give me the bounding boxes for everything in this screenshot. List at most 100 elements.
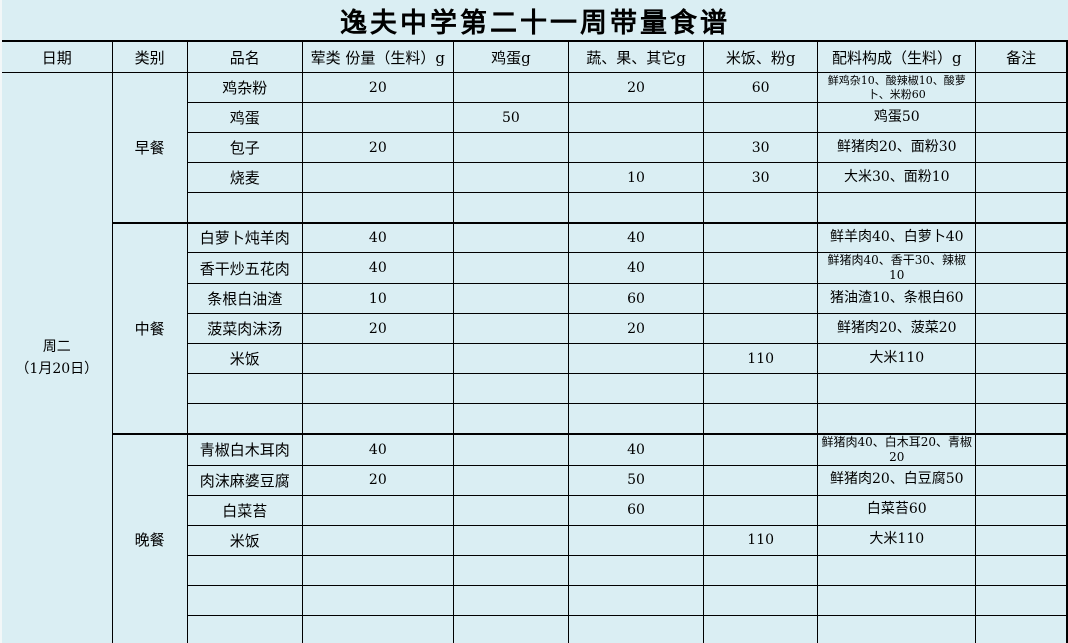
cell-egg[interactable] xyxy=(452,554,569,586)
cell-veg[interactable]: 60 xyxy=(567,494,705,526)
cell-ingredients[interactable]: 鲜猪肉40、香干30、辣椒10 xyxy=(817,252,977,284)
cell-ingredients[interactable]: 大米110 xyxy=(817,343,977,374)
meal-label-dinner[interactable]: 晚餐 xyxy=(111,432,188,643)
cell-veg[interactable]: 10 xyxy=(567,162,705,193)
cell-veg[interactable] xyxy=(567,403,705,434)
cell-name[interactable]: 鸡蛋 xyxy=(186,102,303,133)
cell-rice[interactable] xyxy=(703,464,819,496)
cell-veg[interactable] xyxy=(567,343,705,374)
cell-meat[interactable] xyxy=(301,494,454,526)
cell-name[interactable]: 肉沫麻婆豆腐 xyxy=(186,464,303,496)
cell-meat[interactable]: 40 xyxy=(301,252,454,284)
cell-veg[interactable] xyxy=(567,192,705,223)
cell-egg[interactable] xyxy=(452,584,569,616)
cell-egg[interactable] xyxy=(452,614,569,643)
cell-ingredients[interactable]: 大米30、面粉10 xyxy=(817,162,977,193)
cell-name[interactable]: 青椒白木耳肉 xyxy=(186,432,303,466)
cell-rice[interactable] xyxy=(703,221,819,253)
cell-rice[interactable] xyxy=(703,313,819,344)
col-header-date[interactable]: 日期 xyxy=(2,40,113,73)
cell-veg[interactable]: 20 xyxy=(567,72,705,103)
col-header-rice[interactable]: 米饭、粉g xyxy=(703,40,819,73)
cell-name[interactable]: 烧麦 xyxy=(186,162,303,193)
cell-note[interactable] xyxy=(975,102,1068,133)
cell-meat[interactable] xyxy=(301,343,454,374)
cell-note[interactable] xyxy=(975,132,1068,163)
cell-name[interactable]: 白萝卜炖羊肉 xyxy=(186,221,303,253)
cell-rice[interactable] xyxy=(703,102,819,133)
cell-meat[interactable] xyxy=(301,403,454,434)
cell-meat[interactable] xyxy=(301,373,454,404)
cell-ingredients[interactable]: 鲜鸡杂10、酸辣椒10、酸萝卜、米粉60 xyxy=(817,72,977,103)
cell-name[interactable] xyxy=(186,554,303,586)
cell-egg[interactable] xyxy=(452,494,569,526)
cell-note[interactable] xyxy=(975,524,1068,556)
cell-ingredients[interactable]: 鲜猪肉20、面粉30 xyxy=(817,132,977,163)
cell-egg[interactable] xyxy=(452,283,569,314)
meal-label-lunch[interactable]: 中餐 xyxy=(111,221,188,434)
cell-name[interactable] xyxy=(186,373,303,404)
cell-ingredients[interactable]: 鲜猪肉20、菠菜20 xyxy=(817,313,977,344)
cell-rice[interactable] xyxy=(703,192,819,223)
cell-note[interactable] xyxy=(975,464,1068,496)
cell-note[interactable] xyxy=(975,614,1068,643)
cell-rice[interactable] xyxy=(703,584,819,616)
cell-note[interactable] xyxy=(975,313,1068,344)
col-header-category[interactable]: 类别 xyxy=(111,40,188,73)
cell-rice[interactable] xyxy=(703,283,819,314)
cell-note[interactable] xyxy=(975,494,1068,526)
cell-name[interactable] xyxy=(186,614,303,643)
cell-ingredients[interactable]: 鲜羊肉40、白萝卜40 xyxy=(817,221,977,253)
cell-rice[interactable]: 30 xyxy=(703,132,819,163)
cell-ingredients[interactable]: 猪油渣10、条根白60 xyxy=(817,283,977,314)
cell-veg[interactable]: 40 xyxy=(567,221,705,253)
cell-note[interactable] xyxy=(975,584,1068,616)
col-header-veg[interactable]: 蔬、果、其它g xyxy=(567,40,705,73)
cell-note[interactable] xyxy=(975,343,1068,374)
cell-note[interactable] xyxy=(975,403,1068,434)
cell-name[interactable]: 米饭 xyxy=(186,524,303,556)
cell-note[interactable] xyxy=(975,162,1068,193)
cell-name[interactable] xyxy=(186,584,303,616)
cell-veg[interactable] xyxy=(567,373,705,404)
cell-rice[interactable]: 110 xyxy=(703,524,819,556)
cell-meat[interactable] xyxy=(301,584,454,616)
cell-name[interactable] xyxy=(186,403,303,434)
cell-name[interactable]: 鸡杂粉 xyxy=(186,72,303,103)
cell-note[interactable] xyxy=(975,221,1068,253)
cell-ingredients[interactable]: 大米110 xyxy=(817,524,977,556)
cell-ingredients[interactable] xyxy=(817,192,977,223)
cell-name[interactable]: 米饭 xyxy=(186,343,303,374)
cell-rice[interactable] xyxy=(703,614,819,643)
cell-veg[interactable]: 40 xyxy=(567,252,705,284)
cell-veg[interactable] xyxy=(567,554,705,586)
col-header-meat[interactable]: 荤类 份量（生料）g xyxy=(301,40,454,73)
cell-meat[interactable]: 20 xyxy=(301,313,454,344)
cell-ingredients[interactable]: 鸡蛋50 xyxy=(817,102,977,133)
cell-veg[interactable] xyxy=(567,102,705,133)
cell-rice[interactable]: 110 xyxy=(703,343,819,374)
cell-ingredients[interactable] xyxy=(817,373,977,404)
cell-rice[interactable] xyxy=(703,494,819,526)
cell-egg[interactable] xyxy=(452,162,569,193)
cell-veg[interactable] xyxy=(567,584,705,616)
cell-egg[interactable] xyxy=(452,464,569,496)
cell-egg[interactable] xyxy=(452,132,569,163)
cell-meat[interactable]: 40 xyxy=(301,221,454,253)
cell-note[interactable] xyxy=(975,283,1068,314)
col-header-ingredients[interactable]: 配料构成（生料）g xyxy=(817,40,977,73)
cell-rice[interactable] xyxy=(703,252,819,284)
cell-ingredients[interactable]: 鲜猪肉20、白豆腐50 xyxy=(817,464,977,496)
col-header-dish[interactable]: 品名 xyxy=(186,40,303,73)
cell-note[interactable] xyxy=(975,554,1068,586)
cell-note[interactable] xyxy=(975,192,1068,223)
cell-ingredients[interactable] xyxy=(817,554,977,586)
cell-name[interactable] xyxy=(186,192,303,223)
cell-name[interactable]: 菠菜肉沫汤 xyxy=(186,313,303,344)
cell-ingredients[interactable] xyxy=(817,584,977,616)
cell-veg[interactable]: 40 xyxy=(567,432,705,466)
cell-meat[interactable] xyxy=(301,192,454,223)
cell-egg[interactable]: 50 xyxy=(452,102,569,133)
cell-meat[interactable]: 10 xyxy=(301,283,454,314)
cell-egg[interactable] xyxy=(452,524,569,556)
